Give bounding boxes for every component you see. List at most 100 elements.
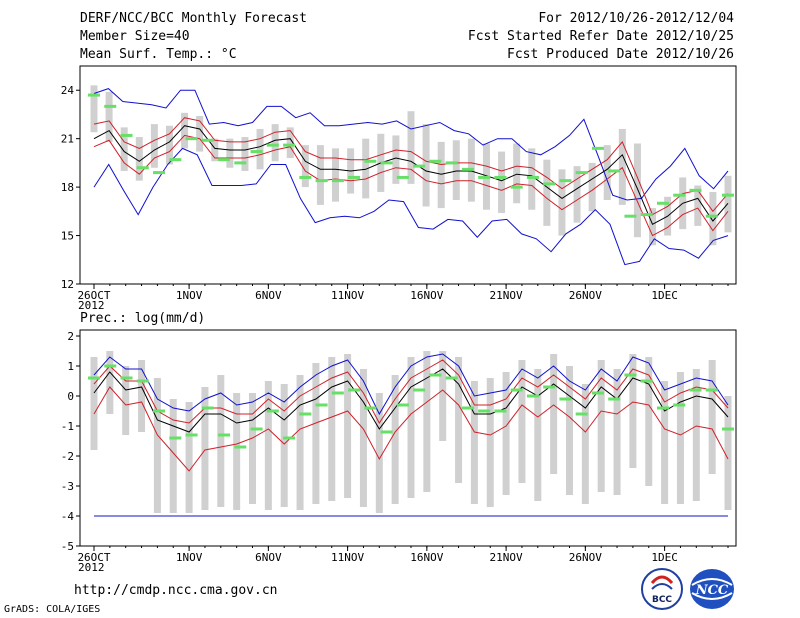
range-box [649,208,657,246]
observation-mark [461,406,474,410]
x-tick-label: 6NOV [255,289,282,302]
range-box [150,124,158,168]
x-tick-label: 11NOV [331,551,364,564]
range-box [566,366,573,495]
x-tick-label: 11NOV [331,289,364,302]
x-tick-label: 21NOV [490,289,523,302]
chart-title: DERF/NCC/BCC Monthly Forecast [80,11,307,26]
observation-mark [283,143,296,147]
x-tick-label: 26NOV [569,289,602,302]
x-tick-label: 1DEC [651,551,678,564]
y-tick-label: -2 [61,450,74,463]
ncc-logo: NCC [690,569,734,609]
observation-mark [185,433,198,437]
range-box [169,399,177,513]
grads-credit: GrADS: COLA/IGES [4,604,101,615]
spread-lower-line [93,386,729,472]
svg-text:NCC: NCC [695,583,729,598]
observation-mark [705,214,718,218]
y-tick-label: -4 [61,510,75,523]
observation-mark [153,409,166,413]
range-box [422,124,430,207]
range-box [211,138,219,162]
observation-mark [591,146,604,150]
observation-mark [624,214,637,218]
observation-mark [559,179,572,183]
forecast-period: For 2012/10/26-2012/12/04 [538,11,734,26]
x-tick-label: 16NOV [410,289,443,302]
observation-mark [478,409,491,413]
observation-mark [120,376,133,380]
x-tick-sublabel: 2012 [78,561,105,574]
y-tick-label: 15 [61,230,74,243]
y-tick-label: 0 [67,390,74,403]
range-box [558,169,566,236]
y-tick-label: -5 [61,540,74,553]
observation-mark [380,430,393,434]
max-line [93,88,729,201]
range-box [581,384,589,504]
range-box [437,141,445,209]
observation-mark [478,175,491,179]
observation-mark [315,403,328,407]
range-box [296,375,304,510]
source-url[interactable]: http://cmdp.ncc.cma.gov.cn [74,583,278,598]
range-box [165,125,173,165]
observation-mark [510,388,523,392]
fcst-started-date: Fcst Started Refer Date 2012/10/25 [467,29,734,44]
observation-mark [331,179,344,183]
range-box [455,357,463,483]
y-tick-label: 18 [61,181,74,194]
observation-mark [413,164,426,168]
observation-mark [429,373,442,377]
range-box [106,351,114,414]
range-box [90,357,98,450]
observation-mark [250,150,263,154]
observation-mark [722,427,734,431]
bcc-logo: BCC [641,568,683,610]
observation-mark [624,373,637,377]
x-tick-label: 26OCT [77,289,110,302]
observation-mark [266,409,279,413]
observation-mark [705,388,718,392]
observation-mark [299,175,312,179]
ensemble-mean-line [93,368,729,433]
observation-mark [543,385,556,389]
member-size: Member Size=40 [80,29,190,44]
y-tick-label: 21 [61,133,74,146]
observation-mark [88,376,100,380]
svg-text:BCC: BCC [652,595,672,605]
variable-label: Mean Surf. Temp.: °C [80,47,237,62]
x-tick-label: 1NOV [176,551,203,564]
max-line [93,353,729,416]
min-line [93,147,729,266]
range-box [391,375,399,504]
observation-mark [689,188,702,192]
observation-mark [348,388,361,392]
x-tick-label: 1NOV [176,289,203,302]
range-box [301,145,309,188]
range-box [588,162,596,212]
observation-mark [218,158,231,162]
observation-mark [299,412,312,416]
range-box [543,159,551,226]
y-tick-label: 1 [67,360,74,373]
observation-mark [722,193,734,197]
observation-mark [201,138,214,142]
observation-mark [429,159,442,163]
range-box [312,363,320,504]
observation-mark [640,213,653,217]
range-box [724,396,732,510]
range-box [332,148,340,202]
range-box [362,138,370,199]
observation-mark [153,171,166,175]
observation-mark [591,391,604,395]
observation-mark [136,166,149,170]
range-box [138,360,146,432]
precip-panel-label: Prec.: log(mm/d) [80,311,205,326]
observation-mark [608,169,621,173]
range-box [359,369,367,507]
observation-mark [575,171,588,175]
range-box [122,366,130,435]
